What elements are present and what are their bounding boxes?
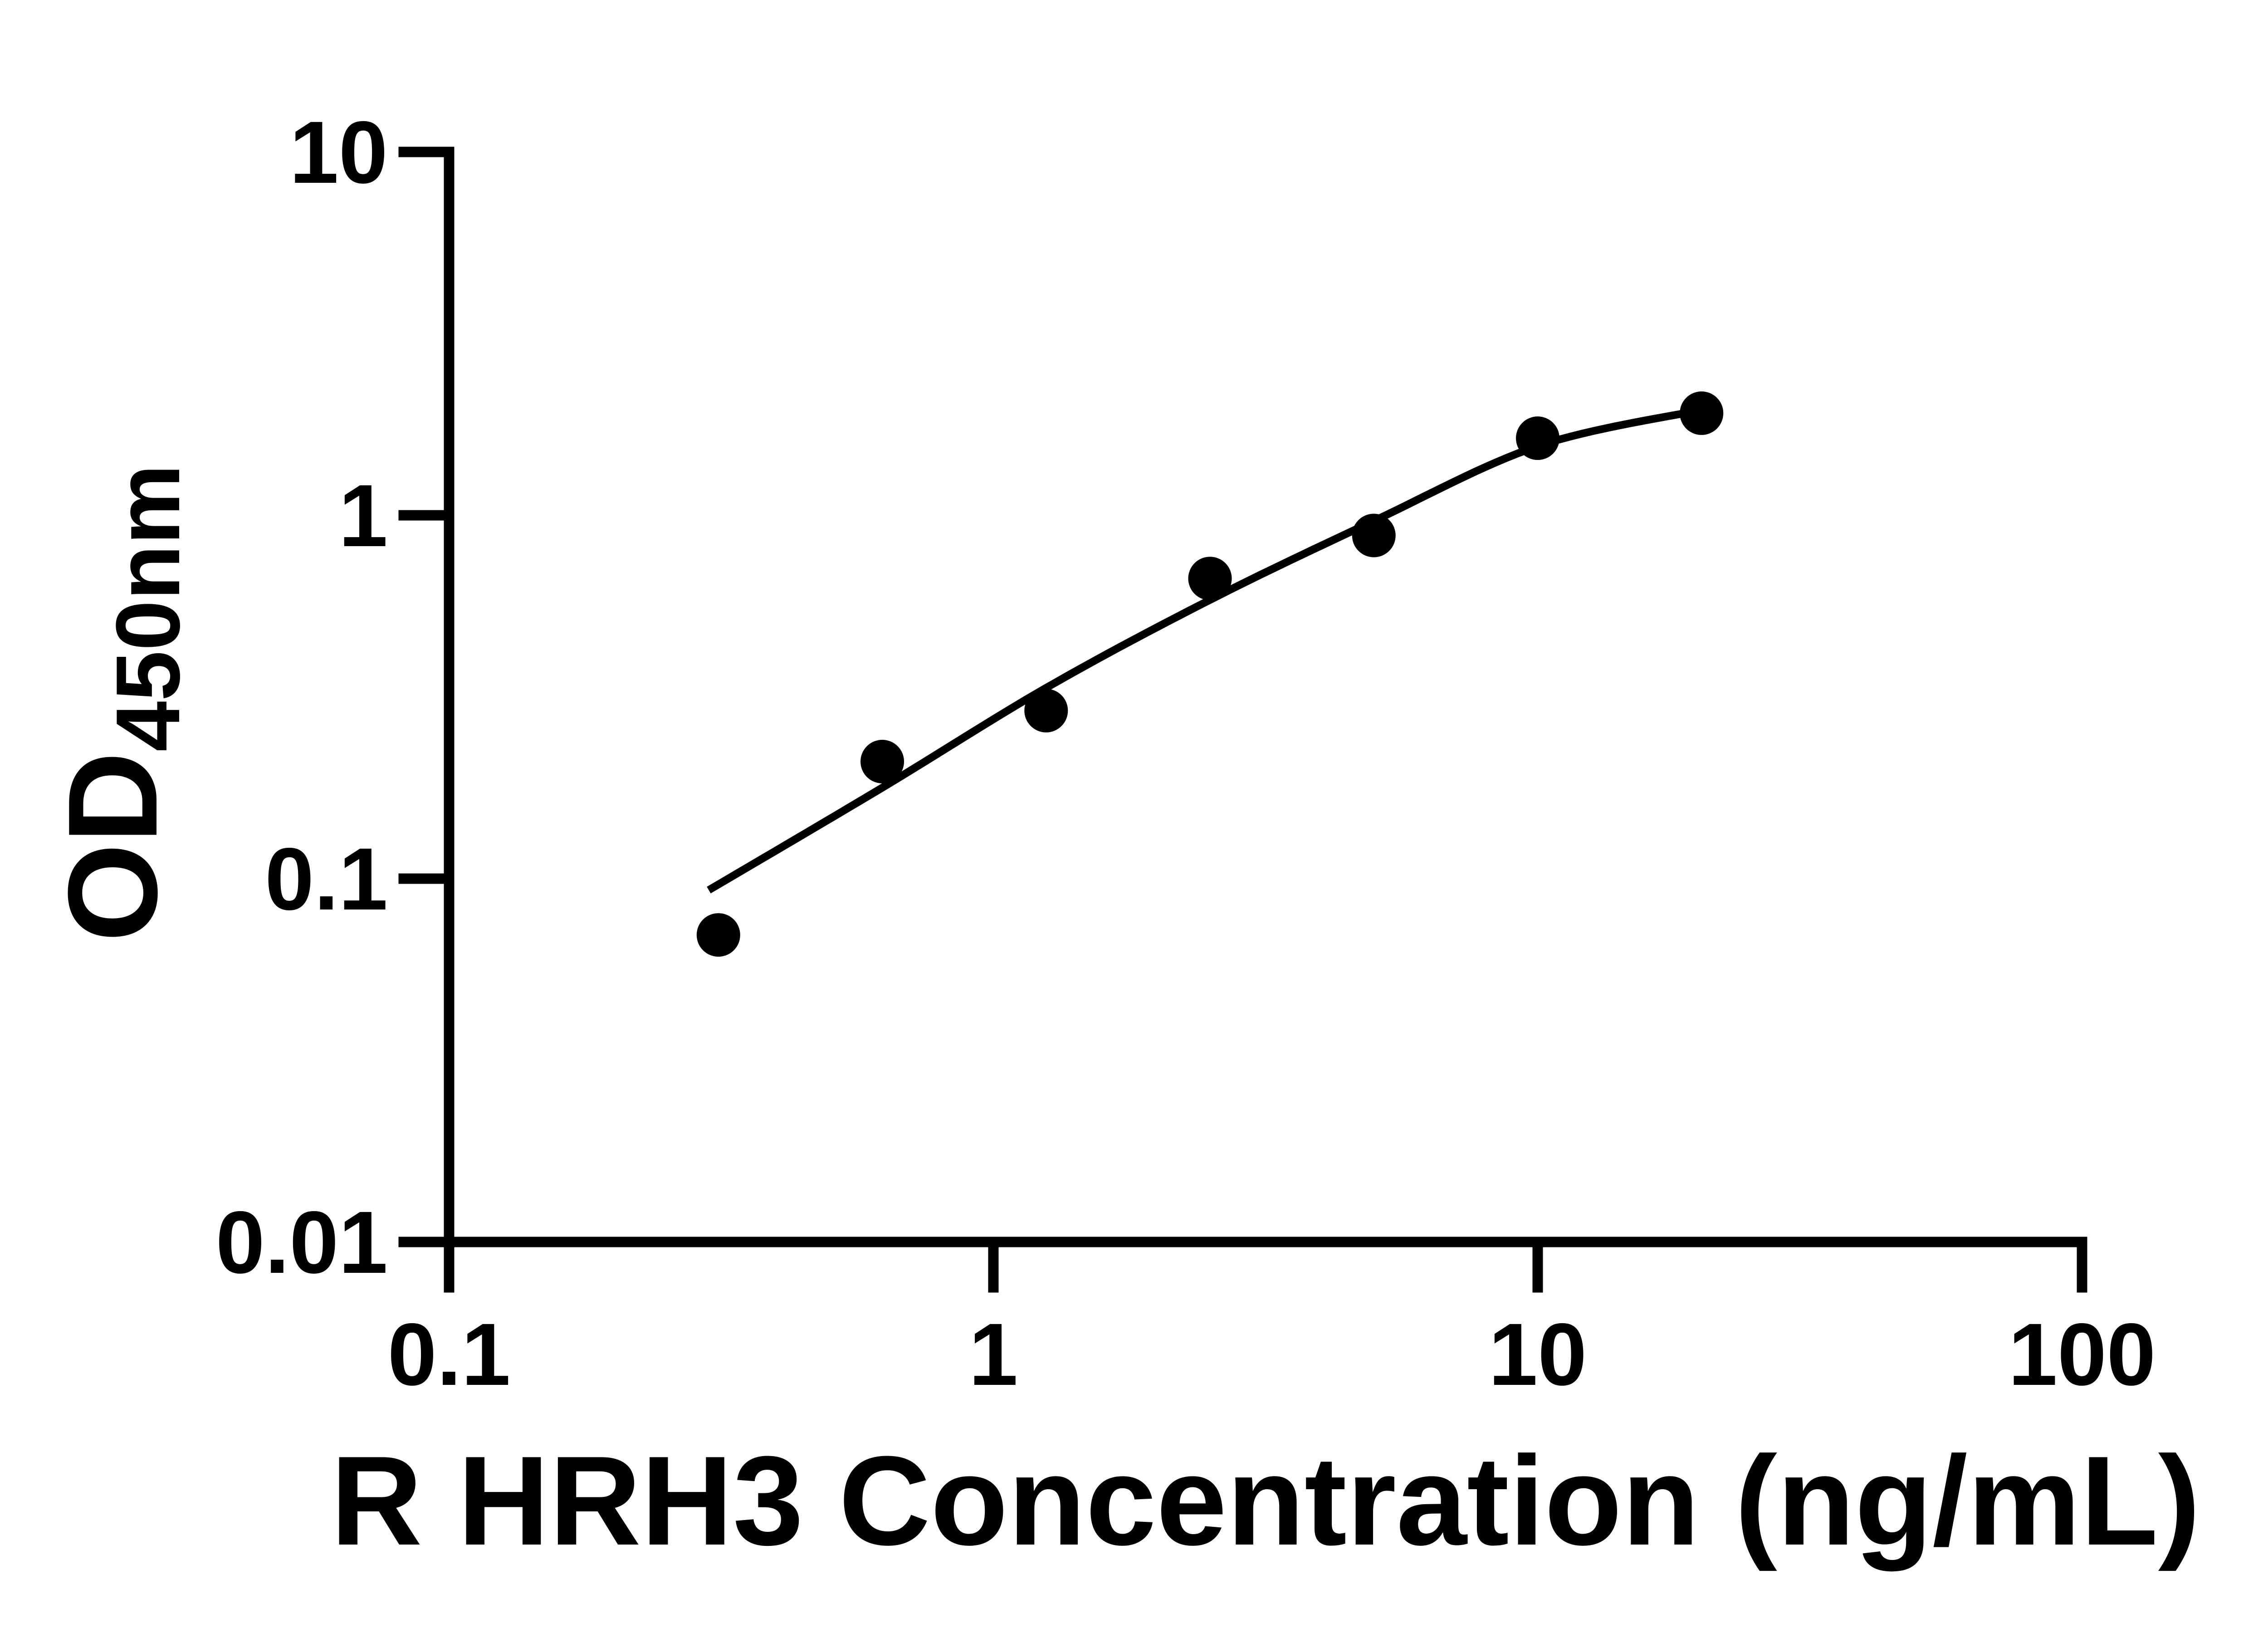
data-point	[1680, 391, 1724, 435]
y-tick-label: 0.1	[265, 830, 388, 929]
x-tick-label: 100	[2008, 1305, 2156, 1404]
y-tick-label: 0.01	[215, 1193, 388, 1292]
data-point	[1188, 557, 1232, 601]
data-point	[1516, 416, 1559, 460]
data-point	[696, 913, 740, 957]
x-tick-label: 1	[969, 1305, 1018, 1404]
x-tick-label: 0.1	[387, 1305, 510, 1404]
data-point	[860, 739, 904, 783]
y-tick-label: 10	[289, 103, 388, 202]
x-tick-label: 10	[1489, 1305, 1587, 1404]
x-axis-title: R HRH3 Concentration (ng/mL)	[331, 1430, 2200, 1572]
data-point	[1352, 513, 1396, 557]
fit-curve-line	[707, 406, 1702, 894]
y-tick-label: 1	[339, 466, 388, 565]
data-point	[1024, 689, 1068, 733]
y-axis-title: OD450nm	[42, 464, 199, 942]
